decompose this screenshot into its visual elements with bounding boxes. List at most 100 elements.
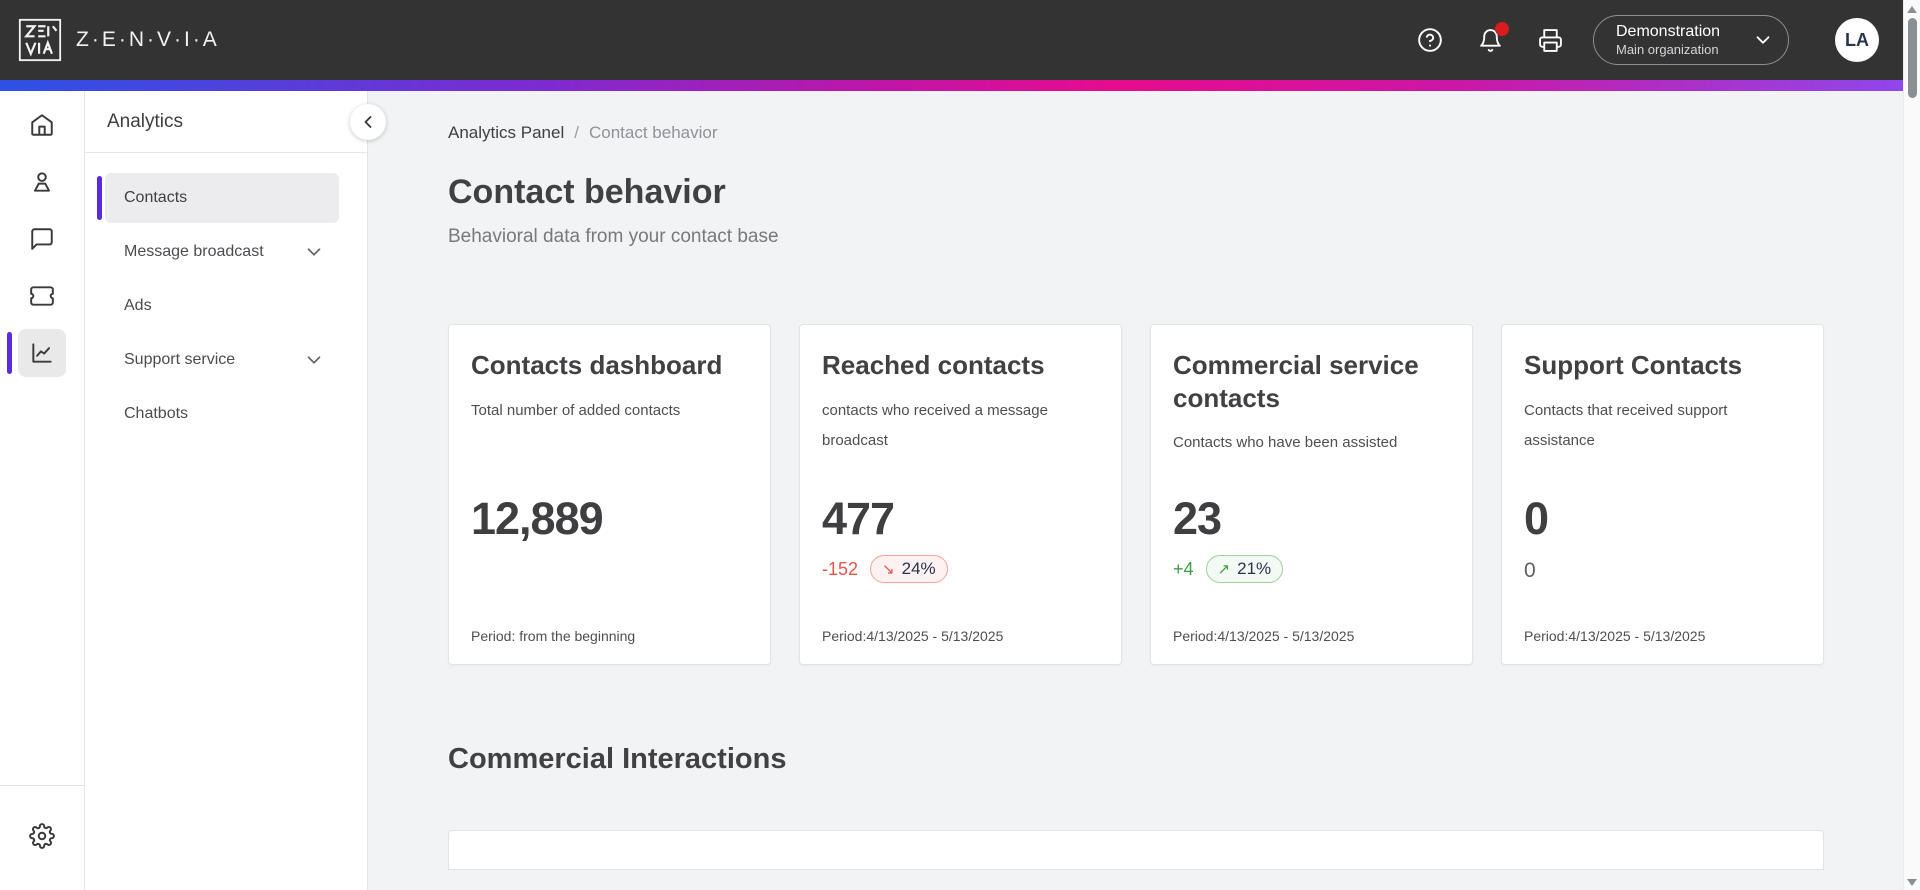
delta-value: -152 bbox=[822, 558, 859, 579]
brand-wordmark: Z·E·N·V·I·A bbox=[76, 28, 220, 51]
bell-icon bbox=[1479, 28, 1501, 52]
panel-item-chatbots[interactable]: Chatbots bbox=[105, 389, 339, 439]
card-secondary-value: 0 bbox=[1524, 559, 1536, 582]
accent-gradient-bar bbox=[0, 80, 1920, 91]
breadcrumb-separator: / bbox=[574, 123, 579, 142]
trend-down-arrow-icon: ↘ bbox=[882, 560, 895, 578]
topbar-actions: Demonstration Main organization LA bbox=[1383, 15, 1879, 65]
card-title: Contacts dashboard bbox=[471, 350, 723, 380]
breadcrumb-current: Contact behavior bbox=[588, 123, 718, 142]
card-title: Commercial service contacts bbox=[1173, 350, 1419, 413]
nav-rail bbox=[0, 91, 85, 890]
trend-percentage: 21% bbox=[1237, 559, 1272, 578]
zenvia-logo-icon bbox=[18, 18, 62, 62]
card-description: Contacts that received support assistanc… bbox=[1524, 401, 1728, 449]
card-period: Period:4/13/2025 - 5/13/2025 bbox=[1173, 628, 1355, 644]
page-title: Contact behavior bbox=[448, 173, 726, 211]
organization-subtitle: Main organization bbox=[1616, 41, 1719, 57]
sidebar-item-analytics[interactable] bbox=[7, 329, 66, 377]
top-bar: Z·E·N·V·I·A bbox=[0, 0, 1920, 80]
card-delta-row: -152 ↘ 24% bbox=[822, 555, 1099, 583]
person-icon bbox=[33, 172, 51, 192]
scrollbar-up-arrow[interactable] bbox=[1907, 6, 1917, 13]
card-delta-row: +4 ↗ 21% bbox=[1173, 555, 1450, 583]
card-metrics: 12,889 bbox=[471, 493, 748, 545]
commercial-interactions-card-partial bbox=[448, 830, 1824, 870]
avatar[interactable]: LA bbox=[1835, 18, 1879, 62]
section-title-commercial-interactions: Commercial Interactions bbox=[448, 743, 787, 775]
panel-item-message-broadcast[interactable]: Message broadcast bbox=[105, 227, 339, 277]
card-description: Contacts who have been assisted bbox=[1173, 434, 1398, 451]
sidebar-item-tickets[interactable] bbox=[18, 272, 66, 320]
ticket-icon bbox=[30, 286, 54, 306]
card-value: 23 bbox=[1173, 493, 1222, 544]
chat-bubble-icon bbox=[31, 228, 53, 250]
chevron-down-icon bbox=[303, 241, 325, 263]
main-content: Analytics Panel / Contact behavior Conta… bbox=[368, 91, 1920, 890]
breadcrumb-parent-link[interactable]: Analytics Panel bbox=[448, 123, 565, 142]
nav-rail-footer bbox=[0, 785, 84, 890]
line-chart-icon bbox=[32, 343, 52, 363]
chevron-left-icon bbox=[364, 116, 372, 128]
home-icon bbox=[31, 114, 53, 136]
card-description: Total number of added contacts bbox=[471, 401, 681, 419]
scrollbar-thumb[interactable] bbox=[1907, 18, 1917, 98]
panel-header: Analytics bbox=[85, 91, 367, 153]
organization-name: Demonstration bbox=[1616, 22, 1721, 40]
gear-icon bbox=[29, 823, 55, 849]
card-title: Reached contacts bbox=[822, 350, 1045, 380]
page-scrollbar[interactable] bbox=[1903, 0, 1920, 890]
sidebar-item-settings[interactable] bbox=[18, 812, 66, 860]
trend-badge: ↘ 24% bbox=[870, 555, 948, 583]
panel-title: Analytics bbox=[107, 110, 184, 132]
help-button[interactable] bbox=[1417, 27, 1443, 53]
sidebar-item-contacts[interactable] bbox=[18, 158, 66, 206]
panel-item-label: Contacts bbox=[124, 189, 188, 206]
card-value: 477 bbox=[822, 493, 895, 544]
card-support-contacts: Support Contacts Contacts that received … bbox=[1501, 324, 1824, 665]
organization-text: Demonstration Main organization bbox=[1616, 22, 1720, 58]
scrollbar-down-arrow[interactable] bbox=[1907, 879, 1917, 886]
collapse-panel-button[interactable] bbox=[350, 104, 386, 140]
card-value: 0 bbox=[1524, 493, 1549, 544]
panel-item-ads[interactable]: Ads bbox=[105, 281, 339, 331]
print-button[interactable] bbox=[1537, 27, 1563, 53]
trend-up-arrow-icon: ↗ bbox=[1217, 560, 1231, 578]
page-subtitle: Behavioral data from your contact base bbox=[448, 226, 779, 247]
card-value: 12,889 bbox=[471, 493, 604, 544]
panel-item-label: Chatbots bbox=[124, 405, 189, 422]
card-metrics: 477 -152 ↘ 24% bbox=[822, 493, 1099, 583]
zenvia-brand: Z·E·N·V·I·A bbox=[18, 18, 220, 62]
chevron-down-icon bbox=[1752, 29, 1774, 51]
notification-badge-dot bbox=[1495, 22, 1509, 36]
card-reached-contacts: Reached contacts contacts who received a… bbox=[799, 324, 1122, 665]
printer-icon bbox=[1538, 28, 1562, 52]
trend-percentage: 24% bbox=[901, 559, 936, 578]
card-metrics: 23 +4 ↗ 21% bbox=[1173, 493, 1450, 583]
panel-item-label: Support service bbox=[124, 351, 236, 368]
analytics-panel: Analytics Contacts Message broadcast Ads… bbox=[85, 91, 368, 890]
card-title: Support Contacts bbox=[1524, 350, 1743, 380]
trend-badge: ↗ 21% bbox=[1205, 555, 1284, 583]
card-period: Period:4/13/2025 - 5/13/2025 bbox=[822, 628, 1004, 644]
panel-item-contacts[interactable]: Contacts bbox=[97, 173, 339, 223]
panel-menu: Contacts Message broadcast Ads Support s… bbox=[85, 153, 367, 439]
body-layout: Analytics Contacts Message broadcast Ads… bbox=[0, 91, 1920, 890]
chevron-down-icon bbox=[303, 349, 325, 371]
panel-item-support-service[interactable]: Support service bbox=[105, 335, 339, 385]
card-description: contacts who received a message broadcas… bbox=[822, 401, 1048, 449]
panel-item-label: Ads bbox=[124, 297, 152, 314]
breadcrumb: Analytics Panel / Contact behavior bbox=[448, 123, 1920, 143]
sidebar-item-conversations[interactable] bbox=[18, 215, 66, 263]
card-metrics: 0 0 bbox=[1524, 493, 1801, 583]
card-period: Period:4/13/2025 - 5/13/2025 bbox=[1524, 628, 1706, 644]
card-commercial-service-contacts: Commercial service contacts Contacts who… bbox=[1150, 324, 1473, 665]
sidebar-item-home[interactable] bbox=[18, 101, 66, 149]
card-period: Period: from the beginning bbox=[471, 628, 636, 644]
delta-value: +4 bbox=[1173, 558, 1194, 579]
help-icon bbox=[1418, 28, 1442, 52]
notifications-button[interactable] bbox=[1477, 22, 1509, 53]
panel-item-label: Message broadcast bbox=[124, 243, 264, 260]
stat-cards-row: Contacts dashboard Total number of added… bbox=[448, 324, 1920, 665]
organization-selector[interactable]: Demonstration Main organization bbox=[1593, 15, 1789, 65]
